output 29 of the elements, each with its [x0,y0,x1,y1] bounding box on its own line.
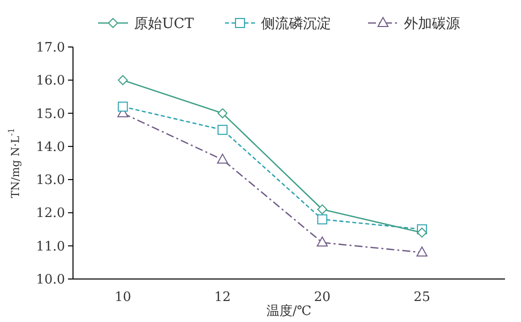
y-tick-label: 14.0 [36,140,65,155]
point [317,204,328,214]
legend-label: 外加碳源 [404,16,460,32]
point [218,124,228,135]
y-tick-label: 10.0 [36,272,65,288]
legend-label: 侧流磷沉淀 [261,16,331,32]
y-tick-label: 15.0 [36,106,65,122]
point [218,108,228,118]
x-tick-label: 25 [414,290,430,305]
legend-item: 外加碳源 [368,16,460,32]
y-tick-label: 12.0 [36,206,65,222]
x-tick-label: 10 [114,290,132,305]
point [118,102,128,112]
point [317,214,328,224]
y-tick-label: 16.0 [36,74,65,89]
x-axis-title: 温度/℃ [266,303,312,319]
legend-label: 原始UCT [134,16,195,32]
x-tick-label: 12 [214,290,231,305]
point [217,154,228,164]
y-tick-label: 13.0 [36,173,65,188]
legend-item: 原始UCT [98,16,194,32]
y-tick-label: 17.0 [36,40,65,56]
point [118,75,128,86]
x-tick-label: 20 [314,290,331,305]
point [316,236,328,247]
point [416,246,428,256]
point [416,228,427,238]
legend-item: 侧流磷沉淀 [225,16,331,32]
y-tick-label: 11.0 [36,239,65,254]
